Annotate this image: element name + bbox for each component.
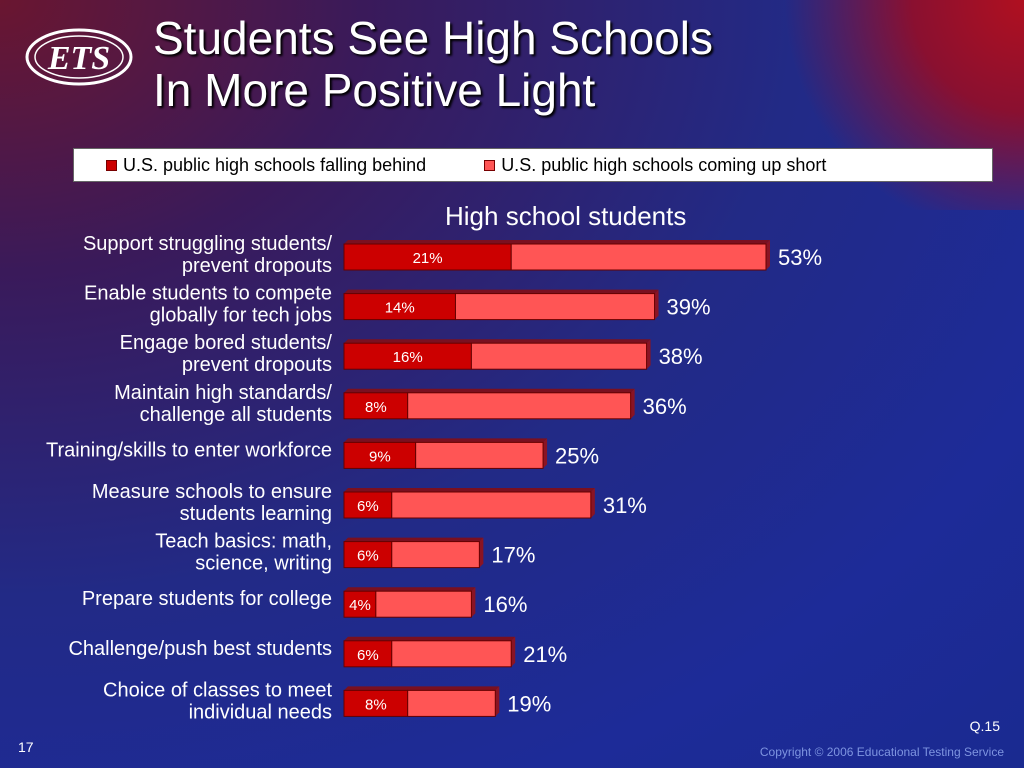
bar-inner-label: 8% (365, 399, 387, 416)
category-label: challenge all students (140, 404, 332, 426)
category-label: Prepare students for college (82, 588, 332, 610)
bar-total-label: 16% (483, 592, 527, 617)
legend-swatch-falling-behind (106, 159, 117, 171)
bar-coming-up-short (510, 243, 767, 271)
legend-label-coming-up-short: U.S. public high schools coming up short (501, 154, 827, 175)
bar-top-face (344, 686, 500, 691)
bar-falling-behind (343, 491, 393, 519)
bar-falling-behind (343, 640, 393, 668)
bar-total-label: 17% (491, 543, 535, 568)
bar-coming-up-short (407, 689, 496, 717)
category-label: Engage bored students/ (120, 332, 333, 354)
bar-side-face (654, 289, 659, 320)
bar-total-label: 53% (778, 245, 822, 270)
bar-top-face (344, 438, 548, 443)
bar-side-face (766, 240, 770, 270)
bar-top-face (344, 388, 635, 393)
legend-item-falling-behind: U.S. public high schools falling behind (106, 155, 426, 176)
copyright-notice: Copyright © 2006 Educational Testing Ser… (759, 745, 1004, 759)
category-label: prevent dropouts (182, 354, 332, 376)
category-label: Teach basics: math, (155, 531, 332, 553)
bar-inner-label: 6% (357, 498, 379, 515)
bar-top-face (344, 240, 770, 244)
bar-side-face (590, 488, 595, 518)
bar-top-face (344, 636, 516, 641)
bar-top-face (344, 339, 651, 344)
bar-top-face (344, 289, 659, 294)
bar-top-face (344, 488, 595, 492)
bar-total-label: 31% (603, 493, 647, 518)
bar-inner-label: 9% (369, 448, 391, 465)
bar-side-face (495, 686, 500, 717)
bar-top-face (344, 537, 484, 542)
bar-inner-label: 4% (349, 597, 371, 614)
bar-coming-up-short (391, 640, 512, 668)
chart-title: High school students (445, 201, 687, 231)
bar-coming-up-short (407, 392, 632, 420)
bar-coming-up-short (391, 541, 480, 569)
bar-side-face (630, 388, 635, 419)
category-label: Measure schools to ensure (92, 481, 332, 503)
bar-coming-up-short (391, 491, 592, 519)
bar-side-face (511, 636, 516, 667)
legend-label-falling-behind: U.S. public high schools falling behind (123, 154, 427, 175)
chart-legend: U.S. public high schools falling behind … (73, 148, 993, 182)
category-label: individual needs (189, 701, 332, 723)
bar-inner-label: 6% (357, 647, 379, 664)
bar-total-label: 36% (643, 394, 687, 419)
question-reference: Q.15 (969, 718, 1000, 734)
category-label: Training/skills to enter workforce (46, 439, 332, 461)
bar-falling-behind (343, 392, 409, 420)
bar-side-face (479, 537, 484, 568)
category-label: science, writing (195, 553, 332, 575)
category-label: Choice of classes to meet (103, 679, 332, 701)
bar-total-label: 21% (523, 642, 567, 667)
bar-falling-behind (343, 590, 377, 618)
category-label: students learning (180, 503, 332, 525)
slide-title: Students See High Schools In More Positi… (153, 12, 713, 116)
category-label: Support struggling students/ (83, 233, 332, 255)
bar-side-face (646, 339, 651, 370)
bar-falling-behind (343, 243, 512, 271)
bar-inner-label: 16% (393, 349, 423, 366)
category-label: Maintain high standards/ (114, 382, 332, 404)
bar-total-label: 39% (667, 295, 711, 320)
bar-total-label: 25% (555, 443, 599, 468)
bar-coming-up-short (375, 590, 472, 618)
bar-coming-up-short (415, 441, 544, 469)
bar-coming-up-short (470, 342, 648, 370)
category-label: Enable students to compete (84, 283, 332, 305)
svg-text:ETS: ETS (47, 40, 110, 77)
bar-side-face (543, 438, 548, 469)
category-label: prevent dropouts (182, 255, 332, 277)
bar-coming-up-short (454, 293, 656, 321)
bar-inner-label: 21% (413, 250, 443, 267)
category-label: Challenge/push best students (68, 638, 332, 660)
bar-side-face (471, 587, 476, 618)
bar-inner-label: 8% (365, 696, 387, 713)
ets-logo: ETS (24, 26, 136, 93)
page-number: 17 (18, 739, 34, 755)
bar-total-label: 38% (659, 344, 703, 369)
bar-top-face (344, 587, 476, 592)
title-line-2: In More Positive Light (153, 64, 596, 116)
title-line-1: Students See High Schools (153, 12, 714, 64)
legend-swatch-coming-up-short (484, 159, 496, 171)
category-label: globally for tech jobs (150, 305, 332, 327)
bar-total-label: 19% (507, 691, 551, 716)
bar-inner-label: 14% (385, 300, 415, 317)
bar-inner-label: 6% (357, 548, 379, 565)
legend-item-coming-up-short: U.S. public high schools coming up short (484, 155, 826, 176)
